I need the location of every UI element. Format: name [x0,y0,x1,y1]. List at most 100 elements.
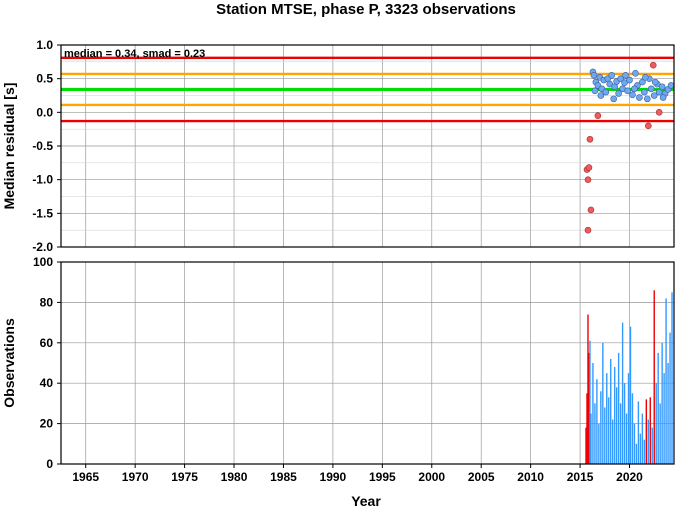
outlier-point [585,164,593,171]
observation-bar [635,443,638,464]
bottom-panel-bars [585,290,673,464]
observation-bar [625,413,628,464]
observation-bar [663,373,665,464]
observation-bar [623,383,626,464]
observation-bar [608,397,610,464]
observation-bar [592,363,594,464]
inlier-point [615,90,622,97]
x-tick-label: 1970 [122,470,149,484]
observation-bar [639,433,642,464]
observation-bar [645,399,648,464]
observation-bar [627,373,630,464]
outlier-point [584,176,592,183]
outlier-point [594,112,602,119]
x-tick-label: 1990 [320,470,347,484]
observation-bar [590,413,592,464]
x-tick-label: 2000 [418,470,445,484]
top-panel-y-ticks: 1.0 0.5 0.0 -0.5 -1.0 -1.5 -2.0 [32,38,61,254]
observation-bar [586,393,588,464]
bottom-panel-frame [60,261,675,465]
bottom-panel-y-ticks: 0 20 40 60 80 100 [33,255,61,471]
bottom-panel-grid [61,261,674,465]
bottom-y-tick-label: 100 [33,255,53,269]
observation-bar [661,342,663,464]
observation-bar [649,397,651,464]
inlier-point [608,72,616,79]
observation-bar [596,379,598,464]
observation-bar [653,290,655,464]
observation-bar [671,292,673,464]
inlier-point [610,95,617,103]
observation-bar [637,401,640,464]
observation-bar [655,383,657,464]
top-y-tick-label: 0.5 [36,72,53,86]
observation-bar [657,352,659,464]
bottom-y-tick-label: 20 [40,417,54,431]
inlier-point [632,69,639,77]
outlier-point [584,226,592,234]
observation-bar [651,427,653,464]
observation-bar [619,403,622,464]
inlier-point [650,92,658,99]
bottom-panel-y-label: Observations [1,318,17,408]
inlier-point [658,83,666,91]
top-y-tick-label: 0.0 [36,105,53,119]
observation-bar [665,298,667,464]
inlier-point [597,92,605,99]
observation-bar [602,342,604,464]
bottom-panel-x-ticks: 1965 1970 1975 1980 1985 1990 1995 2000 2005 2010… [72,464,643,484]
observation-bar [633,423,636,464]
inlier-point [647,85,655,93]
observation-bar [594,403,596,464]
x-tick-label: 1985 [270,470,297,484]
inlier-point [644,95,651,103]
x-tick-label: 1980 [221,470,248,484]
inlier-point [624,87,631,95]
inlier-point [622,72,629,79]
top-y-tick-label: -0.5 [32,139,53,153]
observation-bar [617,352,620,464]
observation-bar [604,407,606,464]
inlier-point [621,79,628,87]
bottom-y-tick-label: 60 [40,336,54,350]
observation-bar [606,373,608,464]
x-tick-label: 2010 [517,470,544,484]
observation-bar [613,367,616,464]
inlier-point [602,88,610,96]
bottom-y-tick-label: 40 [40,376,54,390]
x-tick-label: 1975 [171,470,198,484]
outlier-point [655,109,663,116]
observation-bar [587,314,589,464]
inlier-point [636,94,643,101]
observation-bar [610,358,612,464]
top-panel-points [583,61,675,234]
x-tick-label: 1965 [72,470,99,484]
inlier-point [626,76,633,84]
outlier-point [586,135,594,143]
x-axis-label: Year [351,493,381,509]
inlier-point [651,78,659,86]
inlier-point [631,85,638,93]
inlier-point [667,82,675,89]
observation-bar [669,332,671,464]
inlier-point [606,80,614,88]
top-panel-reference-lines [61,56,674,123]
inlier-point [639,78,646,86]
observation-bar [588,352,590,464]
observation-bar [585,427,587,464]
observation-bar [631,393,634,464]
observation-bar [621,322,624,464]
outlier-point [587,206,595,214]
observation-bar [629,326,632,464]
inlier-point [659,94,667,101]
median-smad-annotation: median = 0.34, smad = 0.23 [64,48,205,60]
top-y-tick-label: -1.0 [32,173,53,187]
inlier-point [617,75,624,82]
inlier-point [591,87,599,95]
inlier-point [655,88,663,96]
observation-bar [600,391,602,464]
bottom-y-tick-label: 80 [40,295,54,309]
observation-bar [589,340,591,464]
outlier-point [649,61,657,69]
